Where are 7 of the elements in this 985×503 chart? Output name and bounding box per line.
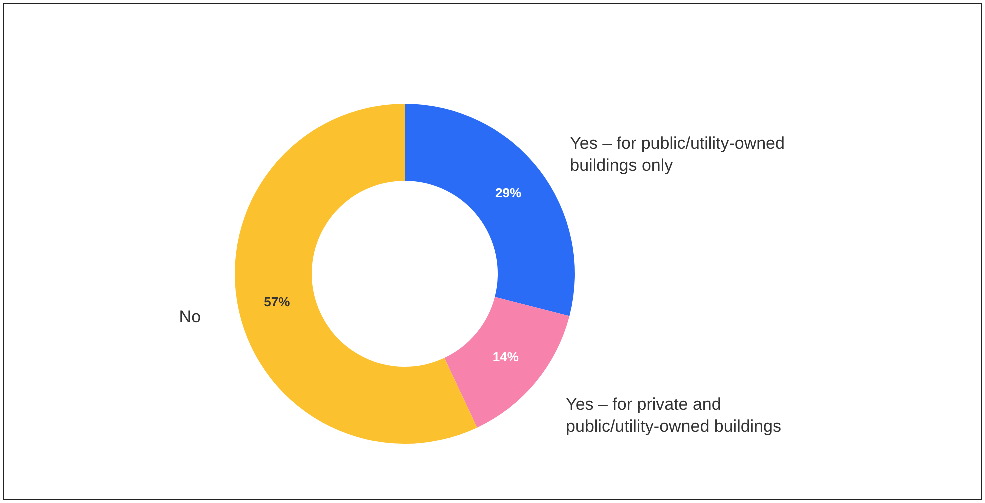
slice-label: Yes – for public/utility-owned buildings only bbox=[570, 134, 785, 175]
slice-label: No bbox=[179, 308, 202, 327]
slice-label: Yes – for private and public/utility-owned buildings bbox=[566, 395, 782, 436]
data-label: 29% bbox=[495, 186, 522, 201]
donut-slice bbox=[235, 104, 478, 444]
data-label: 14% bbox=[492, 350, 520, 365]
data-label: 57% bbox=[264, 294, 291, 310]
